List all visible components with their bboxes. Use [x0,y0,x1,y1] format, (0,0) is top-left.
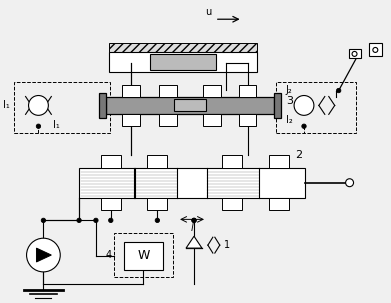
Bar [124,242,163,270]
Bar [203,114,221,126]
Text: W: W [137,248,150,261]
Circle shape [192,218,196,222]
Bar [122,85,140,97]
Text: u: u [206,7,212,17]
Bar [160,85,177,97]
Text: I₁: I₁ [3,100,10,110]
Text: I₁: I₁ [53,120,60,130]
Circle shape [27,238,60,272]
Bar [274,92,281,118]
Circle shape [77,218,81,222]
Bar [122,114,140,126]
Bar [239,85,256,97]
Circle shape [337,88,341,93]
Bar [222,198,242,211]
Circle shape [352,52,357,56]
Bar [222,155,242,168]
Bar [106,97,274,114]
Circle shape [373,48,378,52]
Bar [276,82,355,133]
Bar [369,43,382,56]
Text: 4: 4 [106,250,112,260]
Polygon shape [186,236,202,248]
Bar [269,198,289,211]
Circle shape [109,218,113,222]
Bar [174,99,206,112]
Bar [269,155,289,168]
Bar [349,49,361,58]
Circle shape [29,95,48,115]
Bar [101,198,121,211]
Circle shape [41,218,46,222]
Bar [147,198,167,211]
Bar [14,82,110,133]
Polygon shape [36,248,51,262]
Text: 3: 3 [286,96,293,106]
Bar [239,114,256,126]
Bar [99,92,106,118]
Bar [114,233,173,277]
Bar [109,43,257,52]
Circle shape [36,124,41,128]
Circle shape [346,179,353,187]
Text: I₂: I₂ [286,115,292,125]
Text: J₂: J₂ [286,85,292,95]
Circle shape [302,124,306,128]
Bar [147,155,167,168]
Bar [151,54,216,70]
Circle shape [192,218,196,222]
Circle shape [155,218,160,222]
Bar [109,52,257,72]
Circle shape [294,95,314,115]
Bar [101,155,121,168]
Circle shape [94,218,98,222]
Bar [203,85,221,97]
Text: 1: 1 [224,240,230,250]
Bar [79,168,305,198]
Text: 2: 2 [295,150,302,160]
Text: l: l [191,223,194,233]
Bar [160,114,177,126]
